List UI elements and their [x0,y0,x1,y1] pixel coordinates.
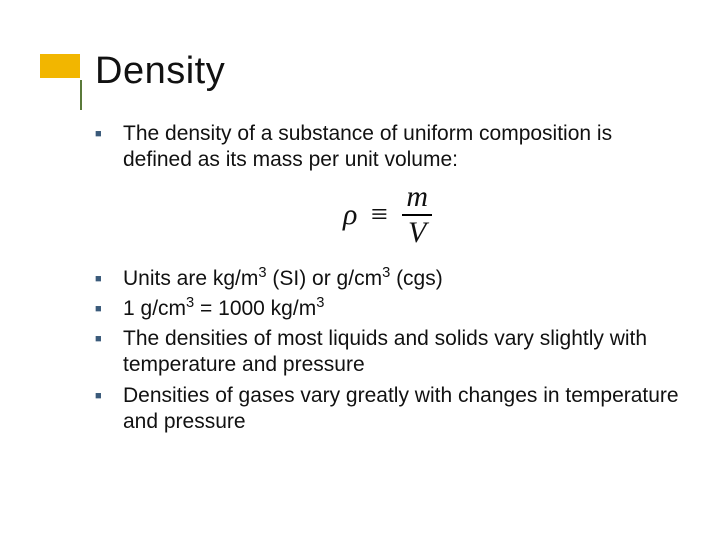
bullet-item: ■ Densities of gases vary greatly with c… [95,383,680,436]
bullet-marker-icon: ■ [95,266,123,287]
bullet-text: Units are kg/m3 (SI) or g/cm3 (cgs) [123,266,680,292]
bullet-marker-icon: ■ [95,296,123,317]
formula-denominator: V [402,218,432,248]
formula-fraction: m V [402,182,432,248]
bullet-text: The density of a substance of uniform co… [123,121,680,174]
bullet-item: ■ The density of a substance of uniform … [95,121,680,174]
slide: Density ■ The density of a substance of … [0,0,720,540]
slide-body: ■ The density of a substance of uniform … [95,121,680,435]
bullet-item: ■ 1 g/cm3 = 1000 kg/m3 [95,296,680,322]
bullet-text: The densities of most liquids and solids… [123,326,680,379]
bullet-marker-icon: ■ [95,383,123,404]
bullet-text: 1 g/cm3 = 1000 kg/m3 [123,296,680,322]
bullet-marker-icon: ■ [95,121,123,142]
formula-numerator: m [402,182,432,212]
bullet-text: Densities of gases vary greatly with cha… [123,383,680,436]
formula-relation: ≡ [371,200,395,230]
bullet-item: ■ The densities of most liquids and soli… [95,326,680,379]
density-formula: ρ ≡ m V [95,182,680,248]
formula-lhs: ρ [343,200,363,230]
bullet-item: ■ Units are kg/m3 (SI) or g/cm3 (cgs) [95,266,680,292]
accent-block [40,54,80,78]
bullet-marker-icon: ■ [95,326,123,347]
slide-title: Density [95,50,680,93]
title-rule [80,80,82,110]
